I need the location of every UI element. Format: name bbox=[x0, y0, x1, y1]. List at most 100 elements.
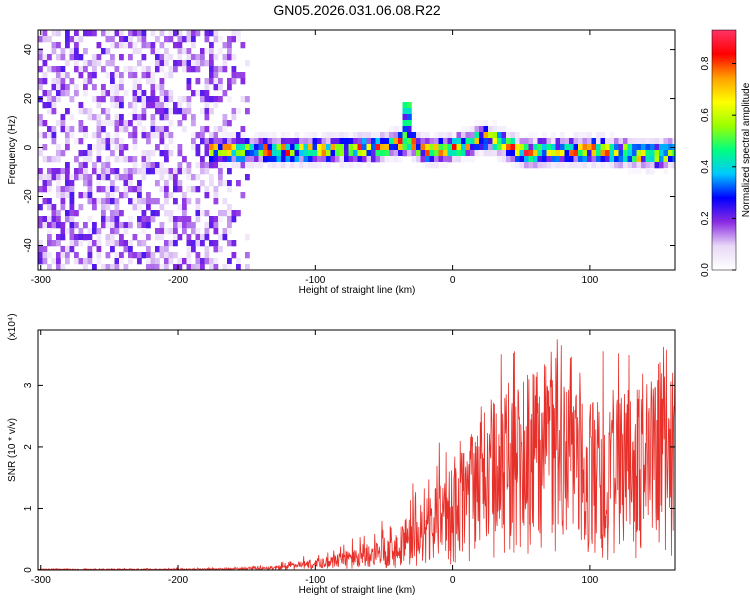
heatmap-cell bbox=[411, 138, 417, 145]
heatmap-cell bbox=[155, 60, 160, 67]
heatmap-cell bbox=[87, 216, 93, 223]
heatmap-cell bbox=[560, 162, 565, 169]
heatmap-cell bbox=[308, 138, 313, 145]
heatmap-cell bbox=[60, 78, 66, 85]
heatmap-cell bbox=[560, 150, 565, 157]
heatmap-cell bbox=[218, 168, 223, 175]
heatmap-cell bbox=[155, 48, 160, 55]
heatmap-cell bbox=[204, 162, 210, 169]
heatmap-cell bbox=[83, 132, 88, 139]
heatmap-cell bbox=[587, 144, 592, 151]
heatmap-cell bbox=[236, 72, 241, 79]
heatmap-cell bbox=[105, 252, 111, 259]
heatmap-cell bbox=[65, 72, 70, 79]
heatmap-cell bbox=[155, 198, 160, 205]
heatmap-cell bbox=[141, 36, 147, 43]
heatmap-cell bbox=[537, 144, 543, 151]
heatmap-cell bbox=[195, 210, 201, 217]
heatmap-cell bbox=[393, 144, 399, 151]
heatmap-cell bbox=[69, 54, 75, 61]
heatmap-cell bbox=[222, 126, 228, 133]
heatmap-cell bbox=[605, 162, 610, 169]
heatmap-cell bbox=[218, 144, 223, 151]
heatmap-cell bbox=[87, 60, 93, 67]
heatmap-cell bbox=[213, 126, 219, 133]
heatmap-cell bbox=[38, 216, 43, 223]
heatmap-cell bbox=[69, 186, 75, 193]
heatmap-cell bbox=[65, 36, 70, 43]
heatmap-cell bbox=[528, 144, 534, 151]
heatmap-cell bbox=[353, 144, 358, 151]
heatmap-cell bbox=[69, 246, 75, 253]
heatmap-cell bbox=[515, 138, 520, 145]
heatmap-cell bbox=[569, 150, 574, 157]
heatmap-cell bbox=[312, 138, 318, 145]
heatmap-cell bbox=[182, 168, 187, 175]
heatmap-cell bbox=[222, 132, 228, 139]
heatmap-cell bbox=[240, 78, 246, 85]
heatmap-cell bbox=[56, 66, 61, 73]
heatmap-cell bbox=[470, 132, 475, 139]
heatmap-cell bbox=[128, 54, 133, 61]
heatmap-cell bbox=[227, 228, 232, 235]
heatmap-cell bbox=[168, 150, 174, 157]
heatmap-cell bbox=[330, 138, 336, 145]
heatmap-cell bbox=[213, 84, 219, 91]
heatmap-cell bbox=[533, 132, 538, 139]
heatmap-cell bbox=[65, 90, 70, 97]
heatmap-cell bbox=[632, 156, 637, 163]
top-x-ticks: -300 -200 -100 0 100 bbox=[31, 30, 599, 286]
heatmap-cell bbox=[501, 144, 507, 151]
heatmap-cell bbox=[339, 156, 345, 163]
heatmap-cell bbox=[173, 108, 178, 115]
heatmap-cell bbox=[65, 216, 70, 223]
heatmap-cell bbox=[407, 114, 412, 121]
heatmap-cell bbox=[479, 120, 484, 127]
heatmap-cell bbox=[119, 252, 124, 259]
heatmap-cell bbox=[177, 36, 183, 43]
heatmap-cell bbox=[74, 36, 79, 43]
heatmap-cell bbox=[191, 264, 196, 270]
heatmap-cell bbox=[600, 132, 606, 139]
heatmap-cell bbox=[128, 240, 133, 247]
heatmap-cell bbox=[164, 48, 169, 55]
heatmap-cell bbox=[461, 126, 466, 133]
heatmap-cell bbox=[146, 168, 151, 175]
heatmap-cell bbox=[119, 30, 124, 37]
heatmap-cell bbox=[312, 156, 318, 163]
heatmap-cell bbox=[60, 264, 66, 270]
heatmap-cell bbox=[101, 168, 106, 175]
heatmap-cell bbox=[200, 168, 205, 175]
heatmap-cell bbox=[123, 174, 129, 181]
heatmap-cell bbox=[186, 252, 192, 259]
heatmap-cell bbox=[92, 264, 97, 270]
heatmap-cell bbox=[51, 138, 57, 145]
heatmap-cell bbox=[344, 156, 349, 163]
heatmap-cell bbox=[92, 96, 97, 103]
heatmap-cell bbox=[110, 72, 115, 79]
heatmap-cell bbox=[164, 240, 169, 247]
heatmap-cell bbox=[132, 84, 138, 91]
heatmap-cell bbox=[420, 156, 426, 163]
heatmap-cell bbox=[456, 156, 462, 163]
heatmap-cell bbox=[173, 42, 178, 49]
heatmap-cell bbox=[501, 132, 507, 139]
heatmap-cell bbox=[96, 234, 102, 241]
heatmap-cell bbox=[83, 180, 88, 187]
heatmap-cell bbox=[69, 132, 75, 139]
heatmap-cell bbox=[339, 150, 345, 157]
heatmap-cell bbox=[101, 204, 106, 211]
heatmap-cell bbox=[245, 252, 250, 259]
heatmap-cell bbox=[285, 162, 291, 169]
heatmap-cell bbox=[285, 150, 291, 157]
heatmap-cell bbox=[164, 72, 169, 79]
heatmap-cell bbox=[204, 138, 210, 145]
heatmap-cell bbox=[317, 138, 322, 145]
heatmap-cell bbox=[78, 102, 84, 109]
heatmap-cell bbox=[240, 132, 246, 139]
heatmap-cell bbox=[321, 156, 327, 163]
heatmap-cell bbox=[78, 168, 84, 175]
heatmap-cell bbox=[168, 66, 174, 73]
heatmap-cell bbox=[119, 78, 124, 85]
heatmap-cell bbox=[96, 252, 102, 259]
